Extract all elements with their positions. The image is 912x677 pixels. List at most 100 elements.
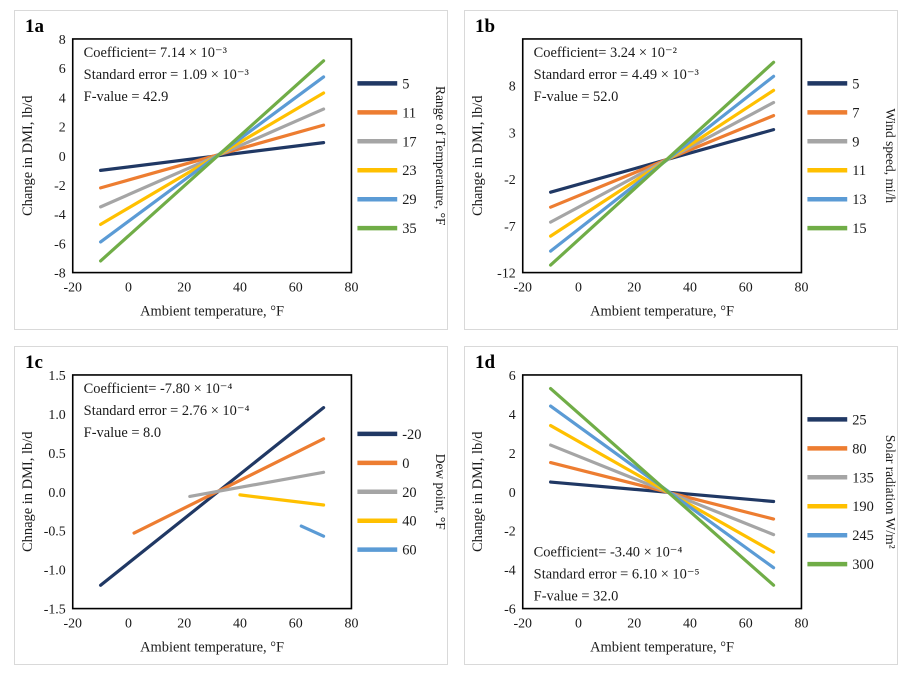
x-axis-tick-label: 0 (125, 281, 132, 296)
series-line-300 (549, 386, 776, 587)
legend-label--20: -20 (402, 426, 421, 442)
y-axis-tick-label: -7 (504, 220, 516, 235)
x-axis-tick-label: 20 (177, 616, 191, 631)
y-axis-tick-label: 0 (509, 485, 516, 500)
chart-1d: 6 4 2 0 -2 -4 -6 -20 0 20 40 60 80 Change in DMI, lb/… (465, 347, 897, 665)
legend-label-135: 135 (852, 470, 874, 486)
legend-label-60: 60 (402, 542, 416, 558)
x-axis-tick-label: 40 (683, 616, 697, 631)
y-axis-title: Chnage in DMI, lb/d (20, 430, 36, 551)
y-axis-tick-label: 2 (509, 446, 516, 461)
x-axis-tick-label: 80 (794, 281, 808, 296)
annotation-line: Standard error = 1.09 × 10⁻³ (84, 67, 250, 83)
series-line-15 (549, 60, 776, 267)
panel-1d: 1d 6 4 2 0 -2 -4 -6 -20 0 20 40 60 80 Change in DMI, … (464, 345, 898, 665)
y-axis-tick-label: 4 (509, 407, 516, 422)
legend-label-9: 9 (852, 134, 859, 150)
annotation-line: Standard error = 2.76 × 10⁻⁴ (84, 402, 250, 418)
annotation-line: Coefficient= 3.24 × 10⁻² (534, 45, 677, 61)
y-axis-tick-label: -8 (54, 267, 66, 282)
series-line-0 (132, 436, 326, 535)
legend-label-13: 13 (852, 192, 866, 208)
panel-1b: 1b 8 3 -2 -7 -12 -20 0 20 40 60 80 Change in DMI, l… (464, 10, 898, 330)
x-axis-tick-label: 0 (575, 281, 582, 296)
legend-label-11: 11 (852, 163, 866, 179)
y-axis-tick-label: 0 (59, 150, 66, 165)
legend-label-23: 23 (402, 163, 416, 179)
plot-frame (521, 373, 803, 609)
y-axis-tick-label: 8 (509, 80, 516, 95)
x-axis-tick-label: 80 (794, 616, 808, 631)
panel-label-1b: 1b (475, 16, 496, 37)
x-axis-tick-label: 80 (344, 616, 358, 631)
legend-label-245: 245 (852, 528, 874, 544)
legend-label-5: 5 (852, 76, 859, 92)
panel-label-1d: 1d (475, 351, 496, 373)
legend-label-35: 35 (402, 221, 416, 237)
legend-label-190: 190 (852, 499, 874, 515)
annotation-line: Standard error = 4.49 × 10⁻³ (534, 67, 700, 83)
y-axis-tick-label: -1.5 (44, 602, 66, 617)
plot-frame (71, 373, 353, 609)
legend-label-0: 0 (402, 455, 409, 471)
x-axis-title: Ambient temperature, °F (590, 639, 734, 655)
y-axis-tick-label: 3 (509, 126, 516, 141)
y-axis-tick-label: -1.0 (44, 563, 66, 578)
chart-1c: 1.5 1.0 0.5 0.0 -0.5 -1.0 -1.5 -20 0 20 40 60 80 Chna… (15, 347, 447, 665)
x-axis-tick-label: -20 (63, 281, 82, 296)
y-axis-title: Change in DMI, lb/d (470, 430, 486, 551)
y-axis-tick-label: -4 (54, 208, 66, 223)
x-axis-tick-label: 20 (177, 281, 191, 296)
series-line-60 (299, 523, 326, 538)
x-axis-tick-label: 0 (125, 616, 132, 631)
annotation-line: Coefficient= 7.14 × 10⁻³ (84, 45, 228, 61)
x-axis-title: Ambient temperature, °F (140, 639, 284, 655)
y-axis-tick-label: 6 (59, 62, 66, 77)
plot-frame (521, 38, 803, 274)
figure-grid: 1a 8 6 4 2 0 -2 -4 -6 -8 -20 0 20 40 60 80 Change in DM… (14, 10, 898, 665)
legend-label-300: 300 (852, 557, 874, 573)
y-axis-tick-label: 4 (59, 91, 66, 106)
x-axis-tick-label: 60 (739, 616, 753, 631)
legend-label-17: 17 (402, 134, 416, 150)
annotation-line: Coefficient= -7.80 × 10⁻⁴ (84, 380, 233, 396)
x-axis-tick-label: 60 (289, 616, 303, 631)
y-axis-tick-label: 1.5 (48, 368, 65, 383)
y-axis-tick-label: -6 (504, 602, 516, 617)
chart-1b: 8 3 -2 -7 -12 -20 0 20 40 60 80 Change in DMI, lb/d… (465, 11, 897, 329)
legend-label-11: 11 (402, 105, 416, 121)
chart-svg: 1.51.00.50.0-0.5-1.0-1.5-20 0 20 40 60 80Chna… (20, 368, 447, 655)
x-axis-tick-label: 60 (739, 281, 753, 296)
legend-title: Solar radiation W/m² (883, 434, 897, 548)
y-axis-tick-label: 6 (509, 368, 516, 383)
annotation-line: F-value = 52.0 (534, 89, 619, 105)
y-axis-tick-label: -6 (54, 237, 66, 252)
chart-svg: 8 3 -2 -7 -12-20 0 20 40 60 80 Change in DMI, lb/d… (470, 38, 897, 320)
series-line--20 (99, 405, 326, 587)
legend-label-25: 25 (852, 412, 866, 428)
legend-label-40: 40 (402, 513, 416, 529)
x-axis-tick-label: 40 (233, 281, 247, 296)
annotation-line: F-value = 42.9 (84, 89, 169, 105)
legend-label-5: 5 (402, 76, 409, 92)
y-axis-tick-label: 8 (59, 33, 66, 48)
x-axis-tick-label: -20 (63, 616, 82, 631)
chart-1a: 8 6 4 2 0 -2 -4 -6 -8 -20 0 20 40 60 80 Change in DMI, … (15, 11, 447, 329)
series-line-35 (99, 59, 326, 263)
y-axis-tick-label: 2 (59, 121, 66, 136)
x-axis-tick-label: 80 (344, 281, 358, 296)
y-axis-tick-label: -2 (54, 179, 66, 194)
panel-label-1c: 1c (25, 351, 43, 373)
y-axis-tick-label: -12 (497, 267, 516, 282)
annotation-line: F-value = 32.0 (534, 588, 619, 604)
legend-label-80: 80 (852, 441, 866, 457)
panel-1c: 1c 1.5 1.0 0.5 0.0 -0.5 -1.0 -1.5 -20 0 20 40 60 80 C… (14, 345, 448, 665)
y-axis-tick-label: 1.0 (48, 407, 65, 422)
y-axis-tick-label: -2 (504, 173, 516, 188)
y-axis-tick-label: -0.5 (44, 524, 66, 539)
x-axis-tick-label: 40 (233, 616, 247, 631)
y-axis-tick-label: 0.0 (48, 485, 65, 500)
series-line-20 (188, 470, 326, 498)
